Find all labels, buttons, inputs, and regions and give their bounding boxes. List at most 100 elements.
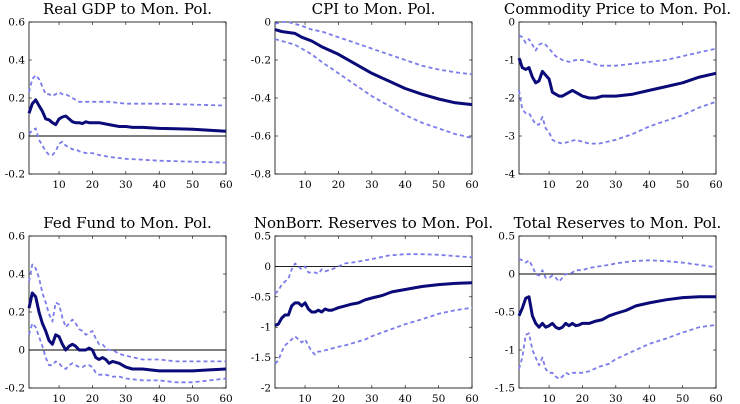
panel-real-gdp: Real GDP to Mon. Pol. 10 20 30 40 50 60 -0.2 0 0… xyxy=(5,0,233,191)
y-tick-label: -0.2 xyxy=(5,169,25,181)
y-tick-label: -1 xyxy=(261,322,271,334)
x-tick-label: 20 xyxy=(576,393,589,404)
y-tick-label: 0.6 xyxy=(8,17,25,29)
lower-band-line xyxy=(518,324,717,380)
panel-title: Total Reserves to Mon. Pol. xyxy=(514,214,722,232)
upper-band-line xyxy=(274,253,473,295)
panel-title: Commodity Price to Mon. Pol. xyxy=(504,0,731,18)
x-tick-label: 10 xyxy=(52,179,65,191)
y-tick-label: -1 xyxy=(505,345,515,357)
lower-band-line xyxy=(274,306,473,365)
x-tick-label: 10 xyxy=(298,179,311,191)
y-tick-label: -0.2 xyxy=(5,383,25,395)
y-tick-label: -0.8 xyxy=(251,169,271,181)
y-tick-label: 0.2 xyxy=(8,93,25,105)
x-tick-label: 50 xyxy=(186,393,199,404)
x-tick-label: 30 xyxy=(365,393,378,404)
impulse-response-line xyxy=(274,281,473,327)
upper-band-line xyxy=(274,21,473,76)
y-tick-label: -1.5 xyxy=(495,383,515,395)
x-tick-label: 40 xyxy=(643,179,656,191)
x-tick-label: 60 xyxy=(709,179,722,191)
lower-band-line xyxy=(518,90,717,145)
impulse-response-line xyxy=(27,291,227,373)
x-tick-label: 30 xyxy=(365,179,378,191)
upper-band-line xyxy=(518,34,717,67)
x-tick-label: 40 xyxy=(643,393,656,404)
y-tick-label: 0 xyxy=(508,17,515,29)
y-tick-label: 0 xyxy=(18,345,25,357)
y-tick-label: -0.5 xyxy=(251,291,271,303)
x-tick-label: 50 xyxy=(432,179,445,191)
y-tick-label: -0.4 xyxy=(251,93,272,105)
upper-band-line xyxy=(518,257,717,283)
x-tick-label: 40 xyxy=(153,393,166,404)
x-tick-label: 10 xyxy=(52,393,65,404)
panel-commodity-price: Commodity Price to Mon. Pol. 10 20 30 40 50 6… xyxy=(504,0,731,191)
impulse-response-line xyxy=(517,57,717,100)
x-tick-label: 20 xyxy=(332,393,345,404)
y-tick-label: 0.4 xyxy=(8,269,25,281)
lower-band-line xyxy=(274,38,473,139)
y-tick-label: -3 xyxy=(505,131,515,143)
x-tick-label: 20 xyxy=(86,179,99,191)
y-tick-label: 0 xyxy=(508,269,515,281)
panel-title: NonBorr. Reserves to Mon. Pol. xyxy=(254,214,493,232)
y-tick-label: -4 xyxy=(505,169,516,181)
x-tick-label: 20 xyxy=(332,179,345,191)
panel-title: Real GDP to Mon. Pol. xyxy=(43,0,212,18)
x-tick-label: 60 xyxy=(465,179,478,191)
x-tick-label: 20 xyxy=(86,393,99,404)
y-tick-label: 0.5 xyxy=(498,231,515,243)
y-tick-label: -1.5 xyxy=(251,352,271,364)
x-tick-label: 50 xyxy=(676,179,689,191)
panel-title: CPI to Mon. Pol. xyxy=(312,0,436,18)
lower-band-line xyxy=(28,127,227,164)
panel-cpi: CPI to Mon. Pol. 10 20 30 40 50 60 -0.8 -0.6 -0.… xyxy=(251,0,479,191)
upper-band-line xyxy=(28,74,227,107)
plot-area-frame xyxy=(518,21,717,175)
y-tick-label: -0.6 xyxy=(251,131,272,143)
x-tick-label: 30 xyxy=(119,393,132,404)
y-tick-label: 0 xyxy=(264,261,271,273)
panel-nonborr-reserves: NonBorr. Reserves to Mon. Pol. 10 20 30 40 5… xyxy=(251,214,493,404)
x-tick-label: 50 xyxy=(676,393,689,404)
plot-area-frame xyxy=(28,235,227,389)
y-tick-label: 0.4 xyxy=(8,55,25,67)
y-tick-label: 0 xyxy=(18,131,25,143)
x-tick-label: 60 xyxy=(465,393,478,404)
y-tick-label: -2 xyxy=(505,93,515,105)
x-tick-label: 40 xyxy=(399,393,412,404)
x-tick-label: 10 xyxy=(542,393,555,404)
x-tick-label: 30 xyxy=(609,393,622,404)
plot-area-frame xyxy=(274,235,473,389)
plot-area-frame xyxy=(28,21,227,175)
x-tick-label: 20 xyxy=(576,179,589,191)
y-tick-label: 0 xyxy=(264,17,271,29)
x-tick-label: 50 xyxy=(432,393,445,404)
impulse-response-line xyxy=(517,295,716,331)
y-tick-label: 0.6 xyxy=(8,231,25,243)
panel-total-reserves: Total Reserves to Mon. Pol. 10 20 30 40 50 60… xyxy=(495,214,723,404)
impulse-response-line xyxy=(274,28,473,107)
x-tick-label: 60 xyxy=(709,393,722,404)
panel-fed-fund: Fed Fund to Mon. Pol. 10 20 30 40 50 60 -0.2 0 0… xyxy=(5,214,233,404)
x-tick-label: 10 xyxy=(542,179,555,191)
lower-band-line xyxy=(28,322,227,384)
x-tick-label: 50 xyxy=(186,179,199,191)
x-tick-label: 30 xyxy=(119,179,132,191)
y-tick-label: -1 xyxy=(505,55,515,67)
y-tick-label: -2 xyxy=(261,383,271,395)
y-tick-label: -0.2 xyxy=(251,55,271,67)
y-tick-label: -0.5 xyxy=(495,307,515,319)
impulse-response-line xyxy=(27,98,227,133)
upper-band-line xyxy=(28,263,226,363)
x-tick-label: 60 xyxy=(219,393,232,404)
x-tick-label: 40 xyxy=(153,179,166,191)
y-tick-label: 0.5 xyxy=(254,231,271,243)
x-tick-label: 40 xyxy=(399,179,412,191)
panel-title: Fed Fund to Mon. Pol. xyxy=(43,214,211,232)
x-tick-label: 30 xyxy=(609,179,622,191)
x-tick-label: 10 xyxy=(298,393,311,404)
